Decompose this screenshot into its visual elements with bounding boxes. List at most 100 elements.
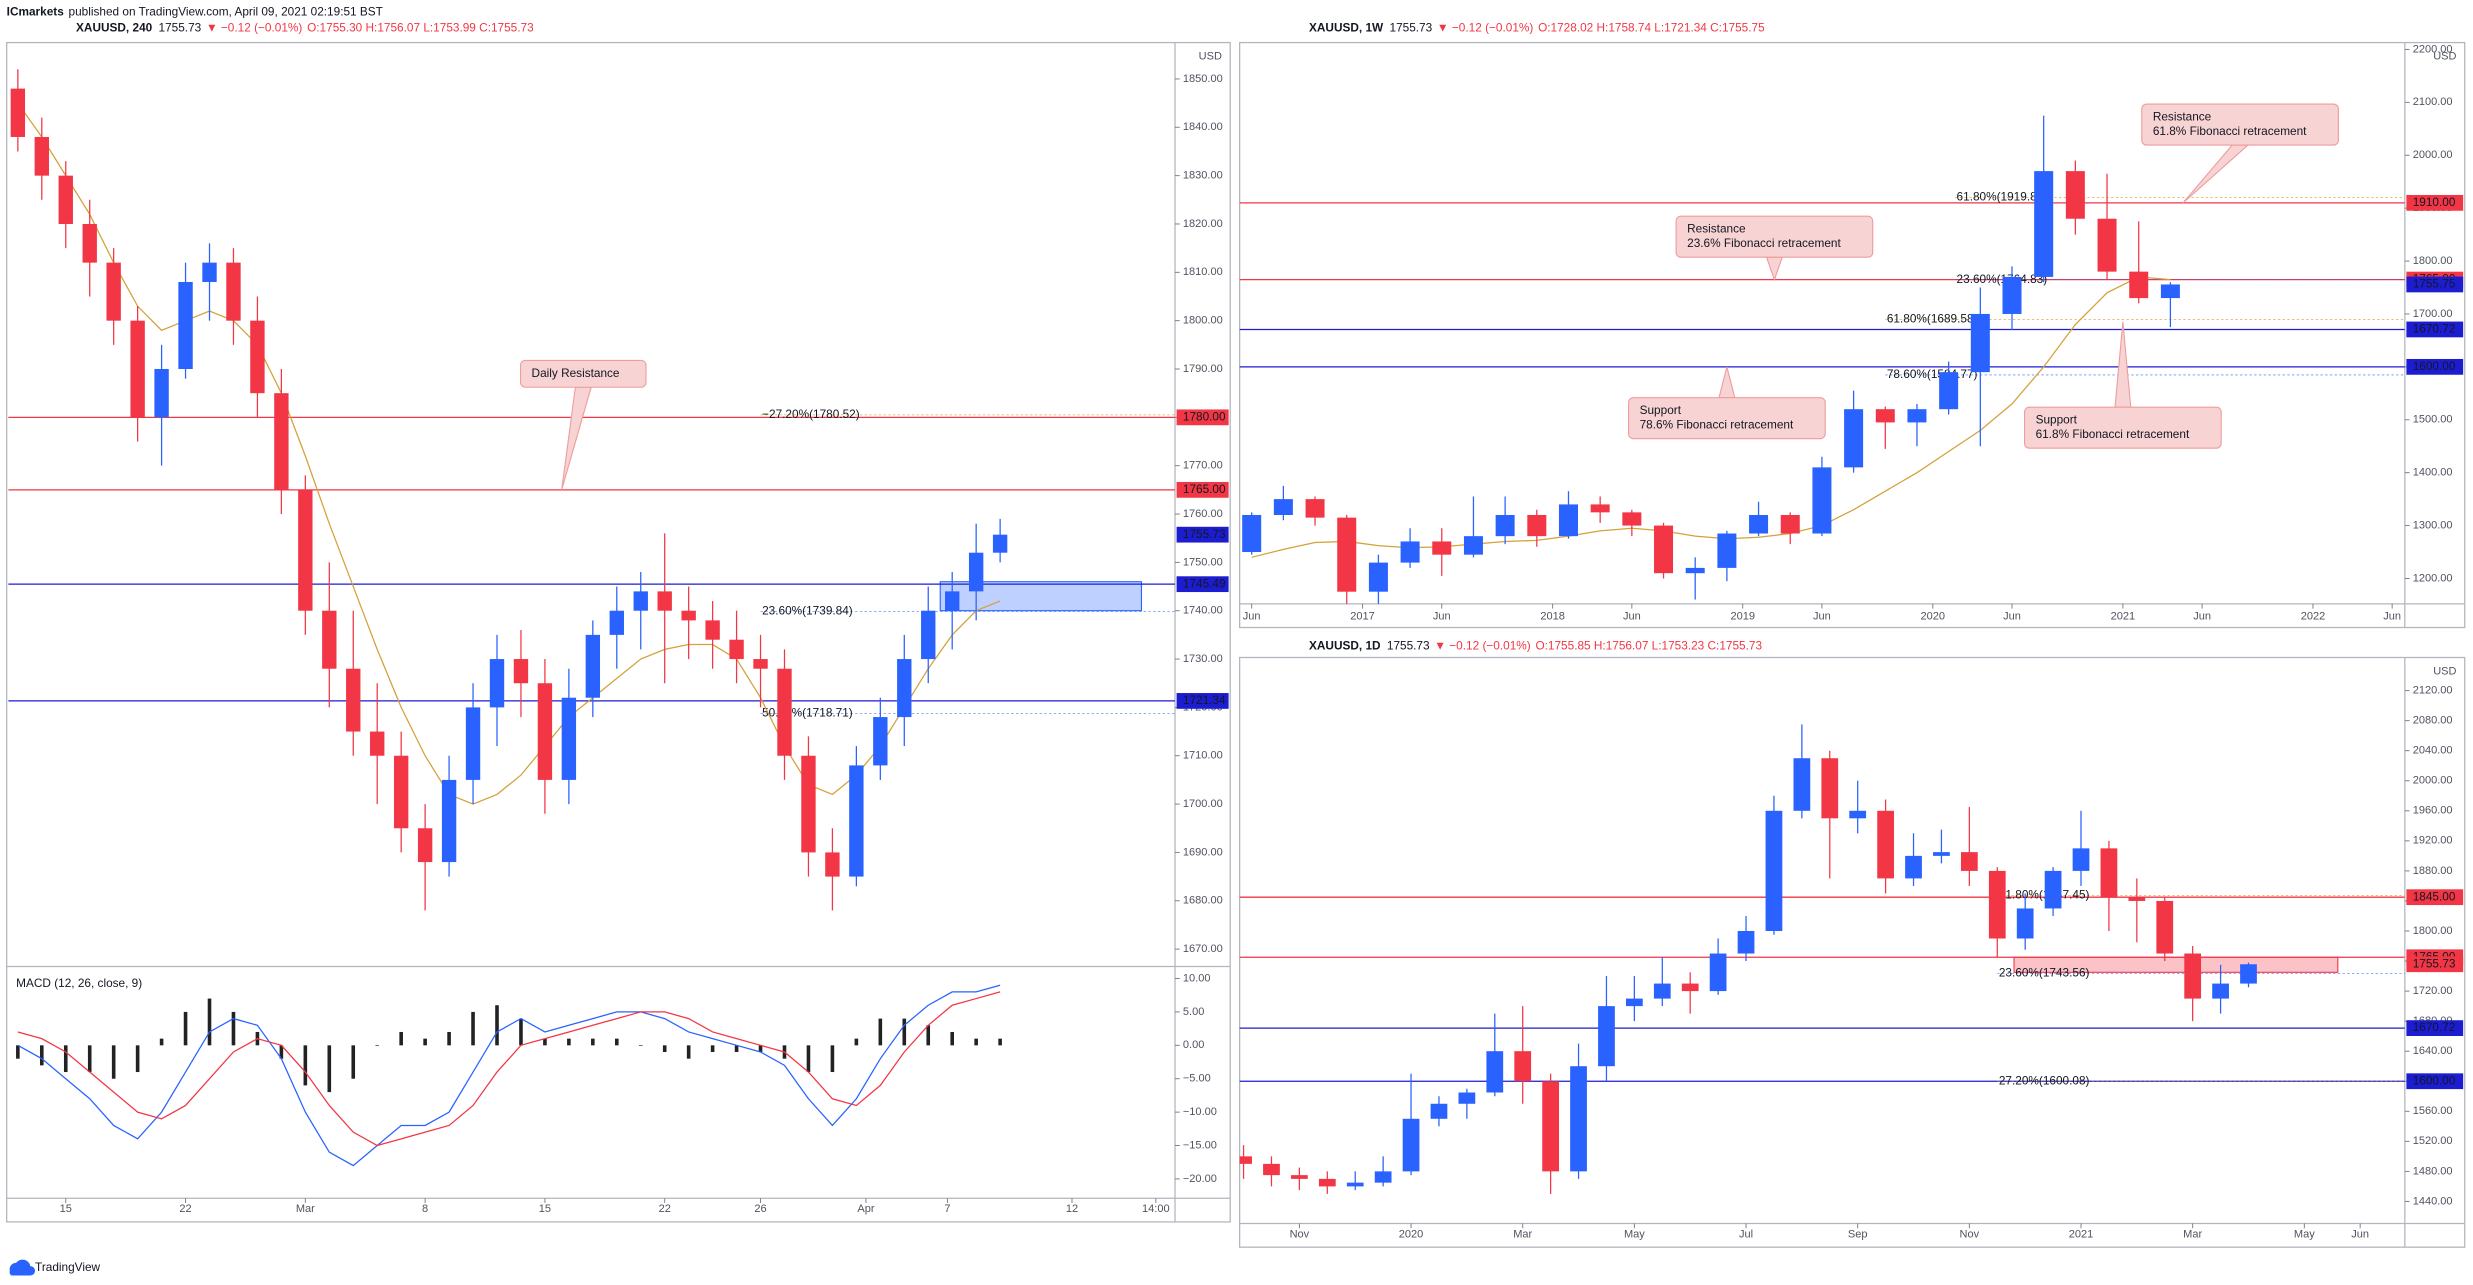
macd-histogram-bar <box>351 1045 356 1079</box>
x-tick-label: Jun <box>1433 610 1451 622</box>
x-tick-label: Jun <box>1243 610 1261 622</box>
fib-label: 61.80%(1919.87) <box>1957 190 2048 204</box>
y-tick-label: 1640.00 <box>2413 1045 2453 1057</box>
callout-box <box>2141 103 2339 146</box>
x-tick-label: Jun <box>1623 610 1641 622</box>
candle-body <box>1305 499 1325 518</box>
macd-histogram-bar <box>423 1038 427 1046</box>
macd-histogram-bar <box>16 1045 20 1059</box>
level-tag <box>2406 194 2464 211</box>
y-tick-label: 1730.00 <box>1183 653 1223 665</box>
callout-text: Daily Resistance <box>532 366 620 380</box>
y-tick-label: 2040.00 <box>2413 745 2453 757</box>
candle-body <box>1685 567 1705 574</box>
macd-histogram-bar <box>495 1005 499 1046</box>
chart-legend: XAUUSD, 1W 1755.73 ▼ −0.12 (−0.01%) O:1728.… <box>1309 21 1765 35</box>
candle-body <box>2034 171 2054 277</box>
level-tag-label: 1745.49 <box>1183 576 1226 590</box>
x-tick-label: Jun <box>2351 1228 2369 1240</box>
macd-histogram-bar <box>279 1045 284 1059</box>
macd-histogram-bar <box>447 1031 451 1046</box>
candle-body <box>1558 504 1578 537</box>
level-tag-label: 1600.00 <box>2413 1073 2456 1087</box>
fib-label: 23.60%(1743.56) <box>1999 966 2090 980</box>
candle-body <box>106 262 121 321</box>
y-tick-label: 1740.00 <box>1183 605 1223 617</box>
level-tag-label: 1600.00 <box>2413 359 2456 373</box>
y-tick-label: 1520.00 <box>2413 1135 2453 1147</box>
macd-histogram-bar <box>998 1038 1002 1046</box>
tradingview-logo: TradingView <box>9 1259 101 1276</box>
level-tag-label: 1765.00 <box>1183 482 1226 496</box>
candle-body <box>1368 562 1388 592</box>
macd-histogram-bar <box>567 1038 571 1046</box>
level-tag <box>2406 321 2464 338</box>
change: ▼ −0.12 (−0.01%) <box>1434 639 1530 653</box>
currency-label: USD <box>2433 666 2456 678</box>
candle-body <box>2184 953 2202 999</box>
candle-body <box>633 591 648 611</box>
x-tick-label: 2018 <box>1540 610 1565 622</box>
macd-line <box>17 991 1001 1147</box>
macd-histogram-bar <box>902 1018 907 1046</box>
level-tag-label: 1670.72 <box>2413 322 2456 336</box>
macd-histogram-bar <box>303 1045 308 1086</box>
macd-histogram-bar <box>231 1011 236 1046</box>
macd-histogram-bar <box>686 1045 691 1059</box>
candle-body <box>250 320 265 394</box>
y-tick-label: 1480.00 <box>2413 1165 2453 1177</box>
candle-body <box>1622 512 1642 526</box>
candle-body <box>2016 908 2034 939</box>
candle-body <box>322 610 337 669</box>
plot-area: −27.20%(1780.52) 23.60%(1739.84) 50.00%(17… <box>8 69 1176 911</box>
candle-body <box>202 262 217 282</box>
macd-histogram-bar <box>207 998 212 1046</box>
y-tick-label: 1810.00 <box>1183 266 1223 278</box>
candle-body <box>585 634 601 698</box>
candle-body <box>1318 1178 1336 1187</box>
chart-legend: XAUUSD, 1D 1755.73 ▼ −0.12 (−0.01%) O:1755.… <box>1309 639 1762 653</box>
level-tag <box>1176 693 1229 709</box>
callout-text: Resistance <box>1687 222 1746 236</box>
level-tag <box>2406 889 2464 906</box>
x-tick-label: 7 <box>944 1203 950 1215</box>
candle-body <box>2160 284 2180 299</box>
candle-body <box>2129 271 2149 299</box>
candle-body <box>1793 758 1811 811</box>
y-tick-label: 1830.00 <box>1183 170 1223 182</box>
candle-body <box>1239 1156 1252 1164</box>
last-price-tag <box>2406 956 2464 973</box>
candle-body <box>1527 514 1547 537</box>
macd-histogram-bar <box>638 1045 643 1046</box>
y-tick-label: 1500.00 <box>2413 414 2453 426</box>
candle-body <box>2044 870 2062 909</box>
chart-panel <box>1239 656 2466 1248</box>
candle-body <box>1337 517 1357 592</box>
y-tick-label: 2200.00 <box>2413 43 2453 55</box>
last-price-tag <box>1176 526 1229 543</box>
x-tick-label: Mar <box>1513 1228 1532 1240</box>
candle-body <box>1821 758 1839 819</box>
candle-body <box>2212 983 2229 999</box>
x-tick-label: Jun <box>2003 610 2021 622</box>
candle-body <box>2240 964 2257 984</box>
y-tick-label: 1750.00 <box>1183 556 1223 568</box>
candle-body <box>1242 514 1262 553</box>
candle-body <box>1374 1171 1392 1183</box>
y-tick-label: 1670.00 <box>1183 943 1223 955</box>
candle-body <box>154 369 169 418</box>
fib-label: 27.20%(1600.08) <box>1999 1073 2090 1087</box>
candle-body <box>1765 810 1783 931</box>
x-tick-label: 26 <box>754 1203 766 1215</box>
y-tick-label: −5.00 <box>1183 1073 1211 1085</box>
candle-body <box>1960 852 1978 871</box>
candle-body <box>921 610 936 660</box>
candle-body <box>729 639 744 660</box>
logo-icon <box>9 1259 36 1276</box>
callout-text: 23.6% Fibonacci retracement <box>1687 236 1841 250</box>
candle-body <box>1432 541 1452 555</box>
candle-body <box>1812 467 1832 534</box>
candle-body <box>465 707 481 780</box>
candle-body <box>1542 1081 1560 1172</box>
